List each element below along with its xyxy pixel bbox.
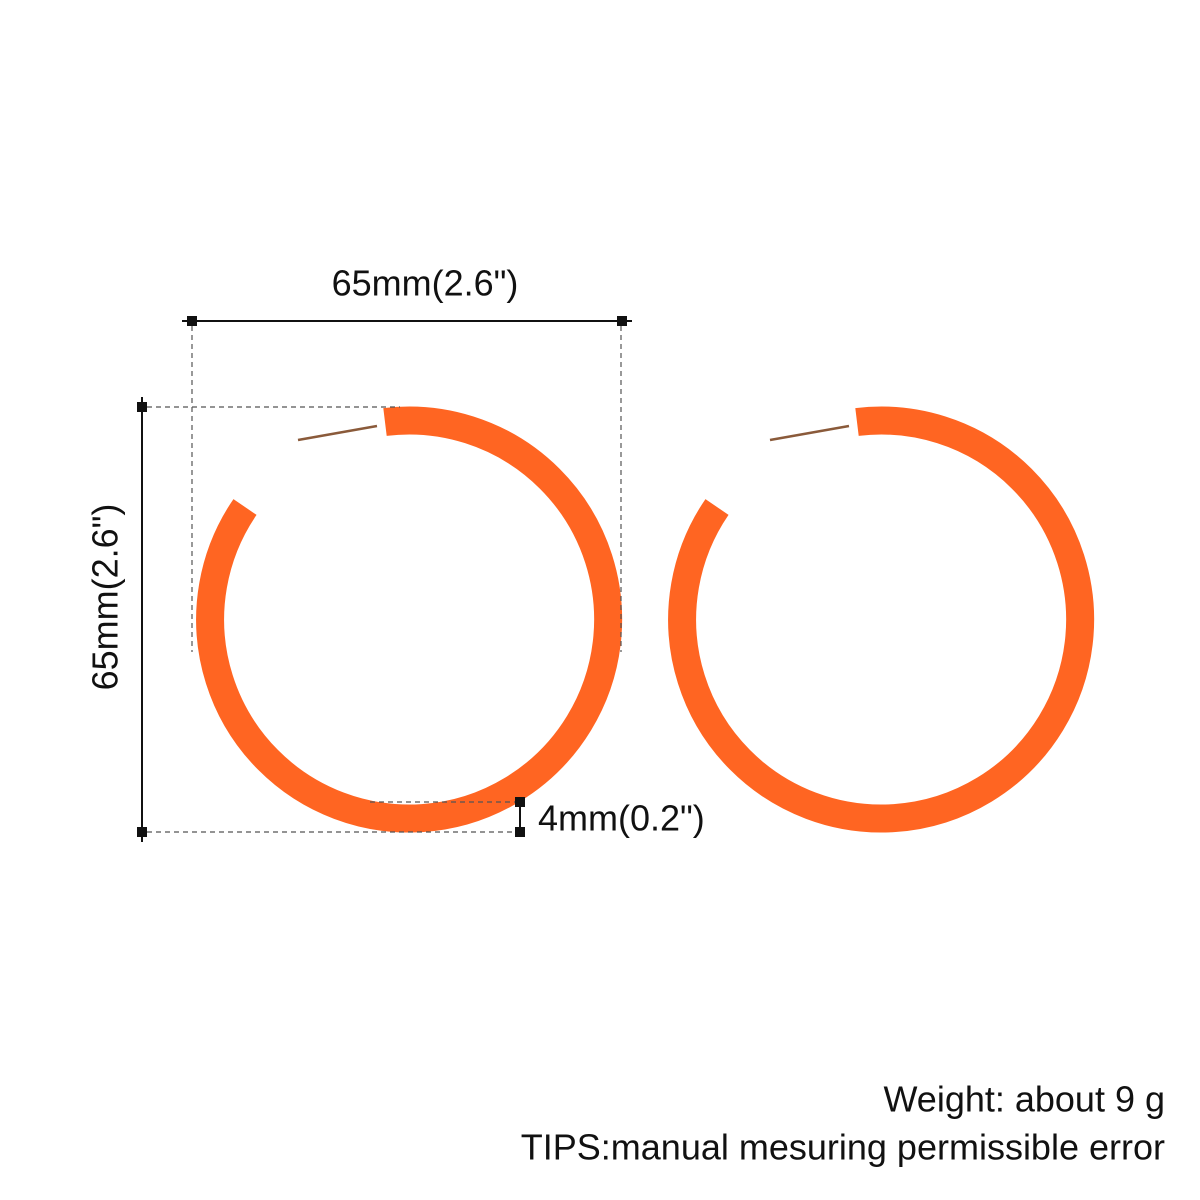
height-label: 65mm(2.6")	[85, 504, 126, 691]
hoop-ring	[668, 406, 1095, 833]
thickness-dimension: 4mm(0.2")	[370, 797, 705, 839]
hoop-ring	[196, 406, 623, 833]
weight-note: Weight: about 9 g	[883, 1079, 1165, 1120]
tips-note: TIPS:manual mesuring permissible error	[521, 1127, 1165, 1168]
width-dimension: 65mm(2.6")	[182, 263, 632, 652]
hoop-left	[196, 406, 623, 833]
height-dimension: 65mm(2.6")	[85, 397, 515, 842]
thickness-label: 4mm(0.2")	[538, 798, 705, 839]
post	[769, 424, 850, 442]
post	[297, 424, 378, 442]
hoop-right	[668, 406, 1095, 833]
width-label: 65mm(2.6")	[332, 263, 519, 304]
